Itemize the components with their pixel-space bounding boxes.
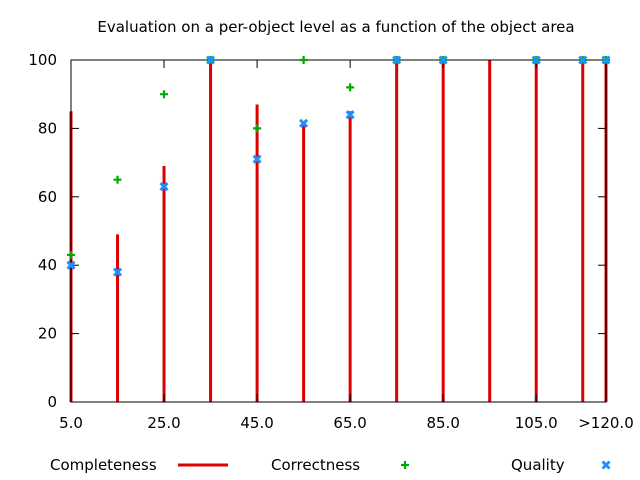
marker-series	[66, 55, 611, 277]
plot-frame	[70, 59, 607, 403]
correctness-point	[113, 175, 122, 184]
quality-point	[66, 260, 76, 270]
legend-swatch-correctness	[401, 461, 409, 469]
y-tick-label: 40	[38, 256, 57, 274]
correctness-point	[253, 124, 262, 133]
correctness-point	[160, 90, 169, 99]
quality-point	[531, 55, 541, 65]
y-tick-label: 20	[38, 325, 57, 343]
x-axis: 5.0 25.0 45.0 65.0 85.0 105.0 >120.0	[59, 60, 634, 432]
y-tick-label: 60	[38, 188, 57, 206]
x-tick-label: >120.0	[578, 414, 634, 432]
completeness-series	[69, 60, 608, 402]
legend-label-quality: Quality	[511, 456, 565, 474]
quality-point	[578, 55, 588, 65]
correctness-point	[299, 56, 308, 64]
correctness-point	[346, 83, 355, 92]
quality-point	[438, 55, 448, 65]
x-tick-label: 25.0	[147, 414, 180, 432]
chart-title: Evaluation on a per-object level as a fu…	[97, 18, 574, 36]
legend: Completeness Correctness Quality	[50, 456, 611, 474]
legend-swatch-quality	[601, 460, 611, 470]
x-tick-label: 45.0	[240, 414, 273, 432]
quality-point	[601, 55, 611, 65]
x-tick-label: 85.0	[426, 414, 459, 432]
correctness-point	[67, 250, 75, 259]
quality-point	[159, 181, 169, 192]
legend-label-correctness: Correctness	[271, 456, 360, 474]
quality-point	[345, 110, 355, 120]
quality-point	[299, 118, 309, 128]
quality-point	[112, 267, 123, 277]
y-tick-label: 0	[47, 393, 57, 411]
x-tick-label: 5.0	[59, 414, 83, 432]
y-axis: 0 20 40 60 80 100	[28, 51, 606, 411]
y-tick-label: 100	[28, 51, 57, 69]
y-tick-label: 80	[38, 119, 57, 137]
legend-label-completeness: Completeness	[50, 456, 157, 474]
x-tick-label: 105.0	[515, 414, 558, 432]
quality-point	[392, 55, 402, 65]
quality-point	[252, 154, 262, 164]
quality-point	[206, 55, 216, 65]
x-tick-label: 65.0	[333, 414, 366, 432]
